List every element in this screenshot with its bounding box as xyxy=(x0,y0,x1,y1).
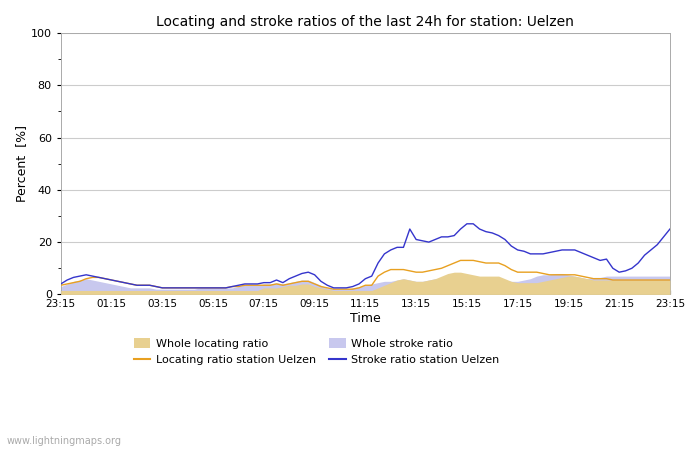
Y-axis label: Percent  [%]: Percent [%] xyxy=(15,125,28,202)
Text: www.lightningmaps.org: www.lightningmaps.org xyxy=(7,436,122,446)
Title: Locating and stroke ratios of the last 24h for station: Uelzen: Locating and stroke ratios of the last 2… xyxy=(156,15,574,29)
Legend: Whole locating ratio, Locating ratio station Uelzen, Whole stroke ratio, Stroke : Whole locating ratio, Locating ratio sta… xyxy=(129,334,504,370)
X-axis label: Time: Time xyxy=(350,312,381,325)
